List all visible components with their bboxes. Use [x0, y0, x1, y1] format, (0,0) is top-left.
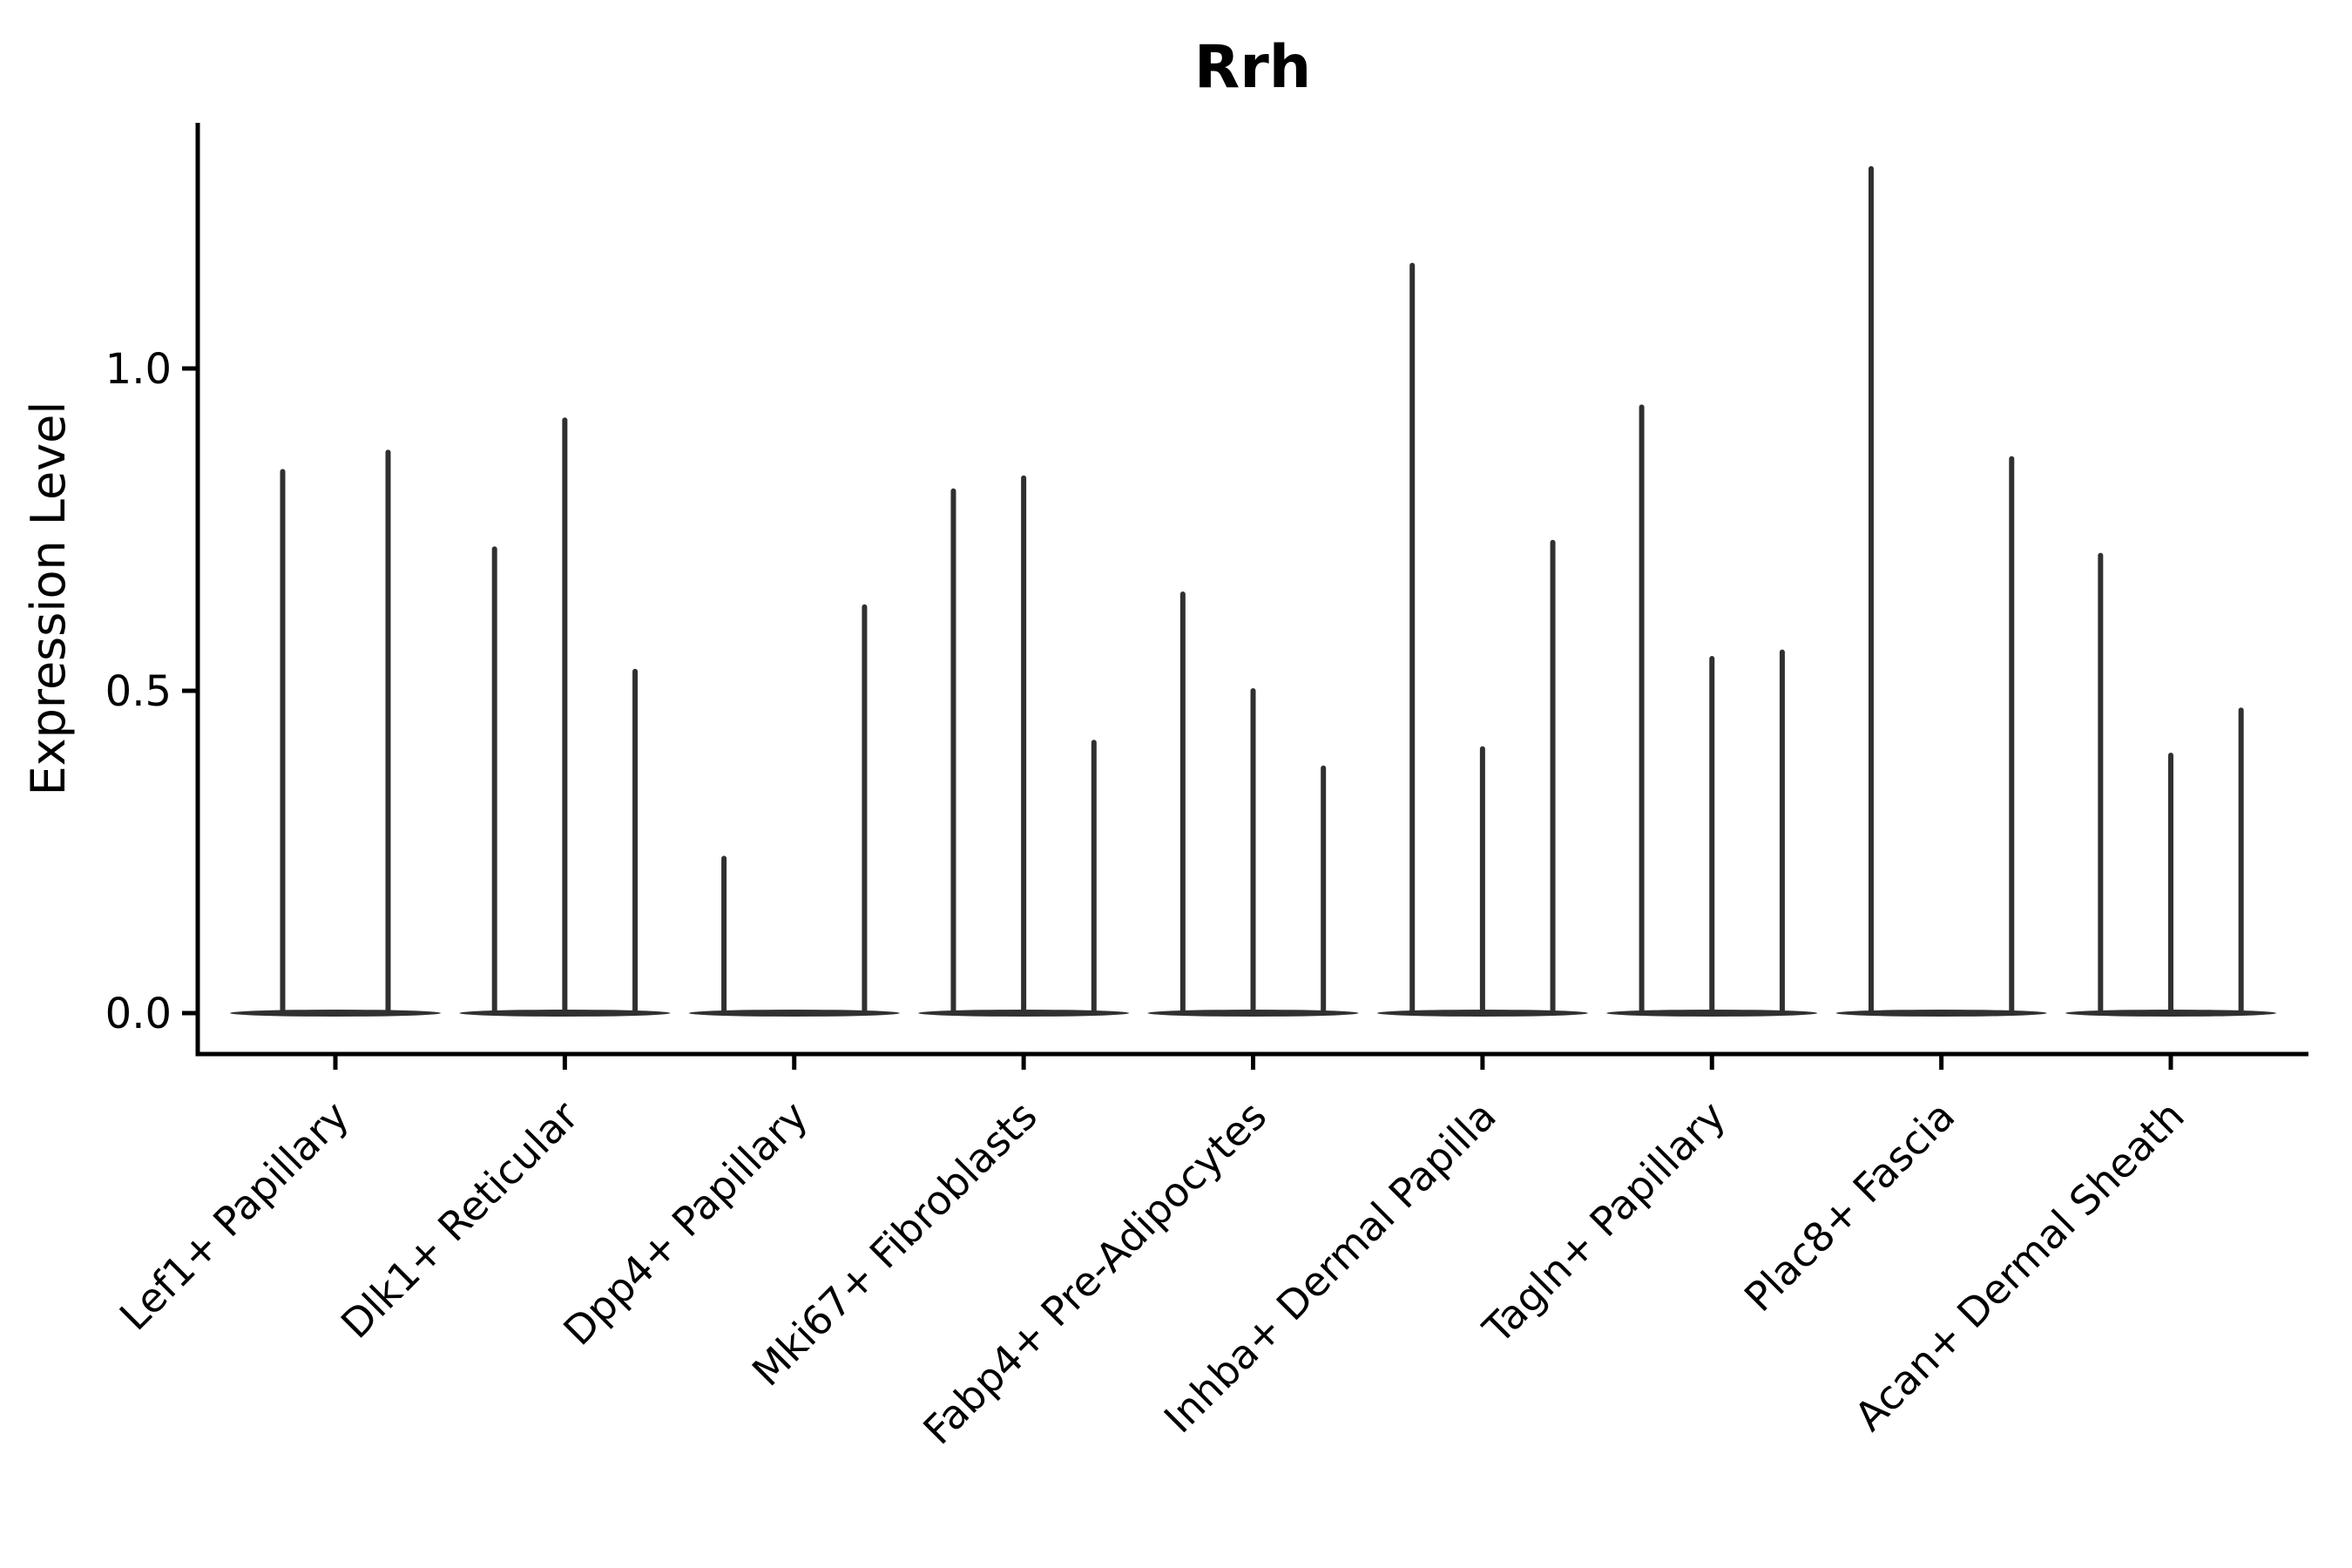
violin-group — [459, 417, 671, 1017]
x-tick-label: Plac8+ Fascia — [1735, 1092, 1963, 1321]
violin-group — [918, 475, 1130, 1017]
y-axis-ticks: 0.0 0.5 1.0 — [105, 345, 198, 1038]
violin-group — [2065, 552, 2276, 1017]
y-tick-label: 0.0 — [105, 990, 172, 1038]
violin-baseline — [688, 1010, 900, 1017]
violin-baseline — [1835, 1010, 2047, 1017]
violins-layer — [230, 166, 2276, 1017]
violin-group — [688, 604, 900, 1017]
violin-group — [1376, 262, 1588, 1017]
y-tick-label: 0.5 — [105, 667, 172, 716]
violin-group — [1835, 166, 2047, 1017]
axis-spines — [195, 123, 2308, 1057]
x-tick-label: Dpp4+ Papillary — [554, 1092, 816, 1355]
x-tick-label: Dlk1+ Reticular — [332, 1092, 587, 1348]
x-tick-label: Lef1+ Papillary — [111, 1092, 358, 1340]
plot-title: Rrh — [1194, 33, 1311, 102]
violin-group — [1147, 591, 1359, 1017]
x-tick-label: Tagln+ Papillary — [1473, 1092, 1734, 1354]
y-axis-label: Expression Level — [21, 402, 76, 796]
violin-group — [230, 449, 441, 1017]
violin-baseline — [230, 1010, 441, 1017]
y-tick-label: 1.0 — [105, 345, 172, 394]
violin-group — [1606, 404, 1818, 1017]
